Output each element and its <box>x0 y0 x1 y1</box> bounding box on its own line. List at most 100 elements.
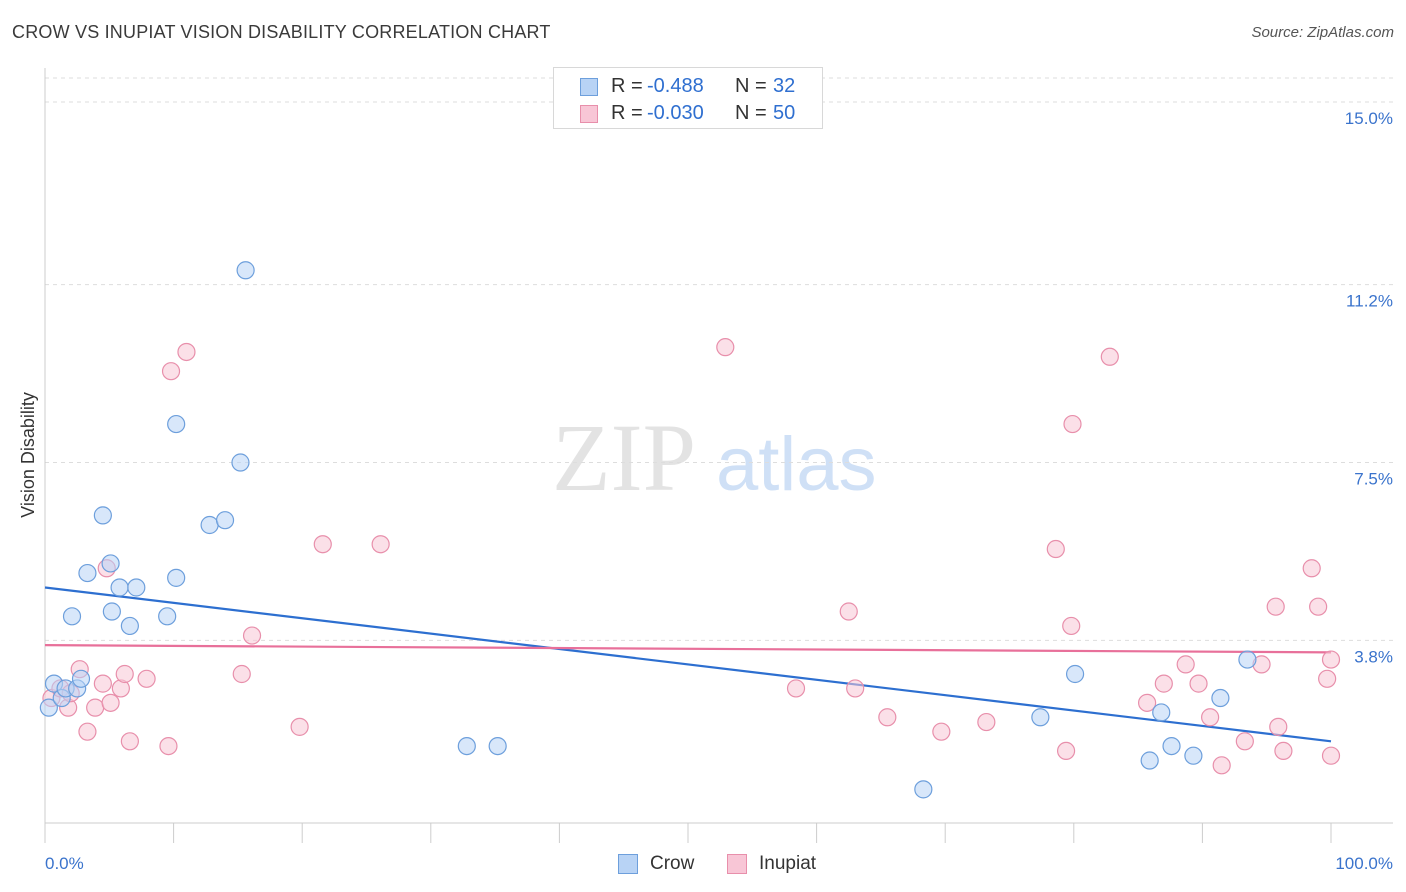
inupiat-point <box>1063 414 1082 434</box>
crow-legend-swatch <box>618 854 638 874</box>
inupiat-legend-swatch <box>727 854 747 874</box>
crow-point <box>71 669 91 688</box>
crow-point <box>1065 664 1085 684</box>
inupiat-point <box>159 736 178 756</box>
y-tick-label: 7.5% <box>1354 470 1393 489</box>
inupiat-point <box>242 626 262 645</box>
inupiat-point <box>371 535 390 554</box>
inupiat-point <box>1235 732 1254 751</box>
crow-point <box>215 511 235 530</box>
inupiat-point <box>1274 741 1293 761</box>
gridlines <box>45 77 1393 641</box>
inupiat-point <box>1212 756 1231 775</box>
x-tick-label: 100.0% <box>1335 854 1393 873</box>
crow-point <box>1211 688 1230 708</box>
inupiat-point <box>120 732 139 751</box>
inupiat-point <box>846 679 865 698</box>
crow-point <box>167 414 186 434</box>
source-credit: Source: ZipAtlas.com <box>1251 24 1394 41</box>
crow-r-label: R = <box>611 75 643 97</box>
inupiat-point <box>177 342 196 362</box>
watermark-zip: ZIP <box>552 404 696 511</box>
inupiat-point <box>93 674 112 693</box>
crow-point <box>457 736 476 756</box>
inupiat-point <box>1176 655 1195 674</box>
inupiat-point <box>1046 539 1065 559</box>
x-tick-label: 0.0% <box>45 854 84 873</box>
crow-point <box>102 602 121 621</box>
inupiat-point <box>1302 559 1321 578</box>
crow-point <box>236 261 255 280</box>
inupiat-legend-label: Inupiat <box>759 853 817 874</box>
inupiat-trend-line <box>44 644 1332 654</box>
crow-point <box>39 698 58 717</box>
inupiat-point <box>232 664 251 684</box>
crow-point <box>200 515 219 535</box>
crow-point <box>158 607 177 626</box>
inupiat-point <box>86 698 105 717</box>
inupiat-point <box>1100 347 1119 366</box>
inupiat-point <box>1309 597 1328 616</box>
inupiat-point <box>1269 717 1288 736</box>
data-points <box>39 261 1341 799</box>
tick-labels: 3.8% 7.5% 11.2% 15.0% 0.0% 100.0% <box>45 109 1393 873</box>
watermark-atlas: atlas <box>716 422 877 507</box>
inupiat-r-value: -0.030 <box>647 102 704 124</box>
watermark: ZIP atlas <box>552 404 877 511</box>
trend-lines <box>44 586 1332 743</box>
crow-point <box>62 607 82 626</box>
crow-r-value: -0.488 <box>647 75 704 97</box>
inupiat-point <box>137 669 156 688</box>
inupiat-n-value: 50 <box>773 102 796 124</box>
crow-point <box>101 554 120 573</box>
inupiat-point <box>1189 674 1208 693</box>
inupiat-point <box>1321 746 1341 765</box>
inupiat-point <box>878 708 897 727</box>
legend-row-inupiat: R = -0.030 N = 50 <box>554 100 822 127</box>
y-axis-label: Vision Disability <box>18 392 38 518</box>
inupiat-r-label: R = <box>611 102 643 124</box>
inupiat-point <box>716 338 735 357</box>
crow-point <box>93 506 112 525</box>
inupiat-point <box>161 362 181 381</box>
crow-point <box>1162 736 1181 756</box>
inupiat-swatch <box>580 105 598 123</box>
crow-point <box>1238 650 1257 669</box>
crow-point <box>127 578 146 597</box>
crow-point <box>231 453 250 472</box>
inupiat-point <box>839 602 858 621</box>
inupiat-point <box>78 722 97 741</box>
inupiat-point <box>290 717 309 736</box>
inupiat-point <box>115 664 134 684</box>
inupiat-point <box>1138 693 1157 712</box>
inupiat-point <box>786 679 806 698</box>
crow-n-value: 32 <box>773 75 796 97</box>
crow-swatch <box>580 78 598 96</box>
crow-point <box>488 736 507 756</box>
crow-point <box>1184 746 1203 765</box>
y-tick-label: 15.0% <box>1345 109 1393 128</box>
crow-point <box>120 616 139 636</box>
crow-point <box>110 578 129 597</box>
inupiat-point <box>101 693 120 712</box>
crow-n-label: N = <box>735 75 767 97</box>
inupiat-point <box>1321 650 1341 669</box>
inupiat-point <box>1266 597 1285 616</box>
inupiat-point <box>932 722 951 741</box>
chart-title: CROW VS INUPIAT VISION DISABILITY CORREL… <box>12 22 551 42</box>
crow-trend-line <box>44 586 1332 743</box>
correlation-legend: R = -0.488 N = 32 R = -0.030 N = 50 <box>553 67 823 129</box>
inupiat-point <box>977 712 996 732</box>
crow-point <box>78 563 97 583</box>
y-tick-label: 11.2% <box>1346 292 1393 311</box>
crow-point <box>167 568 186 587</box>
inupiat-point <box>1056 741 1076 761</box>
inupiat-n-label: N = <box>735 102 767 124</box>
inupiat-point <box>1201 708 1220 727</box>
inupiat-point <box>1062 616 1081 636</box>
y-tick-label: 3.8% <box>1354 647 1393 666</box>
crow-legend-label: Crow <box>650 853 695 874</box>
inupiat-point <box>1154 674 1173 693</box>
crow-point <box>1152 703 1171 722</box>
